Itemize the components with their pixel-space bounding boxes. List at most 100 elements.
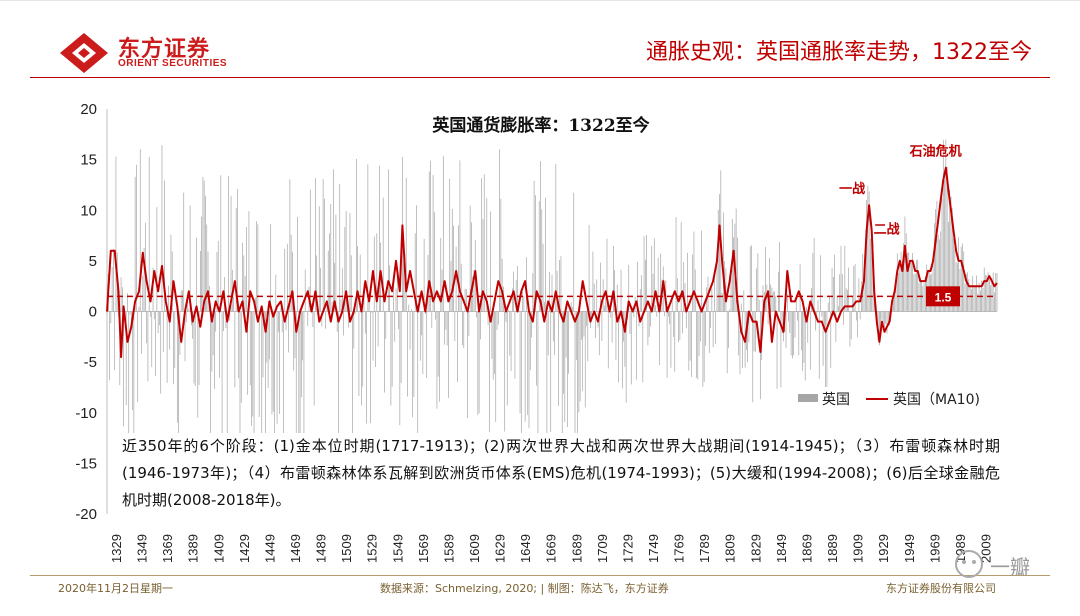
annual-inflation-bar — [270, 224, 272, 312]
annual-inflation-bar — [267, 311, 269, 388]
annual-inflation-bar — [942, 139, 944, 312]
annual-inflation-bar — [674, 311, 676, 372]
annual-inflation-bar — [298, 311, 300, 437]
watermark-text: 一瓣 — [990, 555, 1030, 579]
annual-inflation-bar — [996, 272, 998, 312]
annual-inflation-bar — [183, 192, 185, 312]
annual-inflation-bar — [664, 311, 665, 317]
legend-swatch-bars — [798, 394, 818, 402]
annual-inflation-bar — [949, 189, 951, 312]
annual-inflation-bar — [628, 264, 630, 312]
annual-inflation-bar — [660, 253, 662, 312]
y-tick-label: -5 — [84, 354, 97, 371]
annual-inflation-bar — [963, 251, 965, 312]
annual-inflation-bar — [547, 311, 549, 356]
annual-inflation-bar — [472, 276, 474, 312]
annual-inflation-bar — [357, 246, 358, 312]
annual-inflation-bar — [946, 166, 948, 312]
annual-inflation-bar — [939, 239, 940, 312]
annual-inflation-bar — [870, 238, 871, 312]
annual-inflation-bar — [486, 198, 488, 312]
annual-inflation-bar — [751, 245, 752, 312]
annual-inflation-bar — [505, 311, 507, 323]
annual-inflation-bar — [551, 274, 553, 312]
annual-inflation-bar — [601, 311, 603, 341]
x-tick-label: 1689 — [569, 534, 584, 563]
annual-inflation-bar — [849, 311, 851, 347]
annual-inflation-bar — [616, 284, 618, 312]
annual-inflation-bar — [693, 231, 695, 312]
annual-inflation-bar — [995, 272, 997, 312]
annual-inflation-bar — [804, 311, 806, 381]
annual-inflation-bar — [737, 237, 738, 312]
annual-inflation-bar — [802, 311, 803, 371]
annual-inflation-bar — [297, 216, 298, 312]
annual-inflation-bar — [375, 311, 376, 367]
annual-inflation-bar — [752, 311, 754, 403]
annual-inflation-bar — [916, 260, 917, 312]
annual-inflation-bar — [243, 255, 245, 312]
annual-inflation-bar — [422, 311, 424, 375]
x-tick-label: 1429 — [237, 534, 252, 563]
annual-inflation-bar — [827, 302, 829, 312]
annual-inflation-bar — [459, 160, 461, 312]
annual-inflation-bar — [265, 311, 266, 456]
annual-inflation-bar — [212, 311, 214, 356]
annual-inflation-bar — [318, 206, 320, 312]
series-line-ma10 — [106, 166, 998, 359]
annual-inflation-bar — [496, 311, 498, 330]
annual-inflation-bar — [730, 270, 732, 312]
annual-inflation-bar — [582, 311, 584, 391]
annual-inflation-bar — [807, 311, 809, 343]
annual-inflation-bar — [697, 311, 699, 380]
annual-inflation-bar — [442, 156, 444, 312]
annual-inflation-bar — [160, 311, 162, 394]
annual-inflation-bar — [699, 311, 701, 342]
annual-inflation-bar — [636, 311, 637, 380]
annual-inflation-bar — [289, 179, 291, 312]
annual-inflation-bar — [858, 278, 860, 312]
x-tick-label: 1769 — [672, 534, 687, 563]
annual-inflation-bar — [987, 272, 989, 312]
annual-inflation-bar — [275, 274, 277, 312]
annual-inflation-bar — [565, 311, 567, 358]
x-tick-label: 1489 — [314, 534, 329, 563]
annual-inflation-bar — [481, 178, 483, 312]
annual-inflation-bar — [196, 237, 197, 312]
annual-inflation-bar — [747, 311, 748, 363]
annual-inflation-bar — [546, 311, 548, 445]
annual-inflation-bar — [604, 305, 605, 312]
annual-inflation-bar — [615, 311, 617, 360]
annual-inflation-bar — [157, 311, 159, 334]
annual-inflation-bar — [432, 174, 434, 312]
annual-inflation-bar — [492, 311, 494, 380]
annual-inflation-bar — [341, 268, 343, 312]
annual-inflation-bar — [524, 311, 526, 422]
annual-inflation-bar — [795, 299, 797, 312]
annual-inflation-bar — [175, 311, 177, 313]
annual-inflation-bar — [482, 219, 484, 312]
annual-inflation-bar — [132, 311, 133, 411]
annual-inflation-bar — [477, 311, 479, 416]
annual-inflation-bar — [285, 311, 287, 331]
annual-inflation-bar — [410, 308, 412, 312]
annual-inflation-bar — [155, 311, 156, 376]
annual-inflation-bar — [951, 208, 953, 312]
annual-inflation-bar — [330, 204, 332, 312]
annual-inflation-bar — [682, 311, 683, 334]
annual-inflation-bar — [611, 311, 613, 343]
annual-inflation-bar — [223, 311, 224, 332]
annual-inflation-bar — [936, 200, 938, 312]
annual-inflation-bar — [625, 311, 627, 403]
annual-inflation-bar — [322, 179, 324, 312]
annual-inflation-bar — [776, 311, 778, 389]
annual-inflation-bar — [444, 311, 445, 345]
annual-inflation-bar — [606, 238, 608, 312]
annual-inflation-bar — [550, 311, 552, 433]
annual-inflation-bar — [454, 311, 456, 342]
annual-inflation-bar — [655, 305, 656, 312]
annual-inflation-bar — [198, 311, 200, 386]
annual-inflation-bar — [147, 311, 149, 382]
annual-inflation-bar — [238, 311, 240, 379]
